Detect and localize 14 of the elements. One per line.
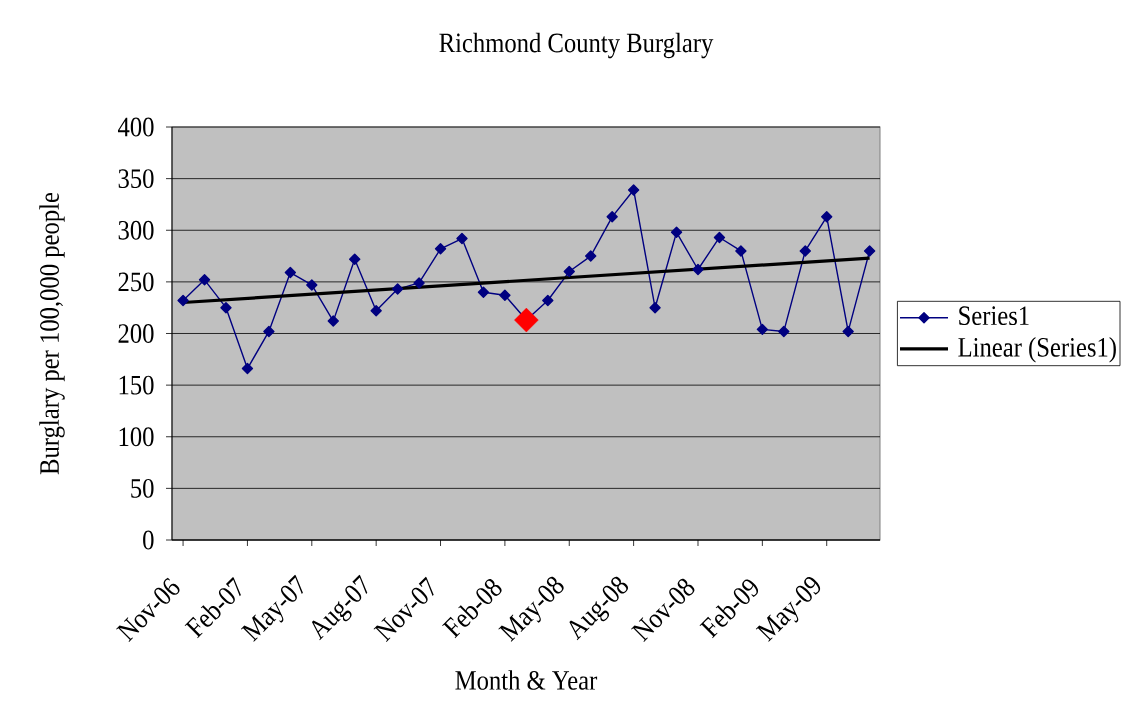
y-tick-label: 350 [118, 169, 154, 189]
chart-title: Richmond County Burglary [439, 32, 714, 59]
y-tick-label: 0 [143, 530, 154, 550]
legend-label: Linear (Series1) [958, 337, 1116, 363]
legend-label: Series1 [959, 306, 1029, 326]
y-tick-label: 300 [118, 220, 154, 240]
x-axis-title: Month & Year [455, 670, 598, 690]
y-tick-label: 250 [118, 272, 154, 292]
y-axis-title: Burglary per 100,000 people [39, 192, 65, 475]
y-tick-label: 150 [119, 375, 154, 395]
y-tick-label: 50 [131, 478, 154, 498]
y-tick-label: 100 [119, 427, 154, 447]
y-tick-label: 400 [117, 117, 154, 137]
y-tick-label: 200 [118, 324, 154, 343]
